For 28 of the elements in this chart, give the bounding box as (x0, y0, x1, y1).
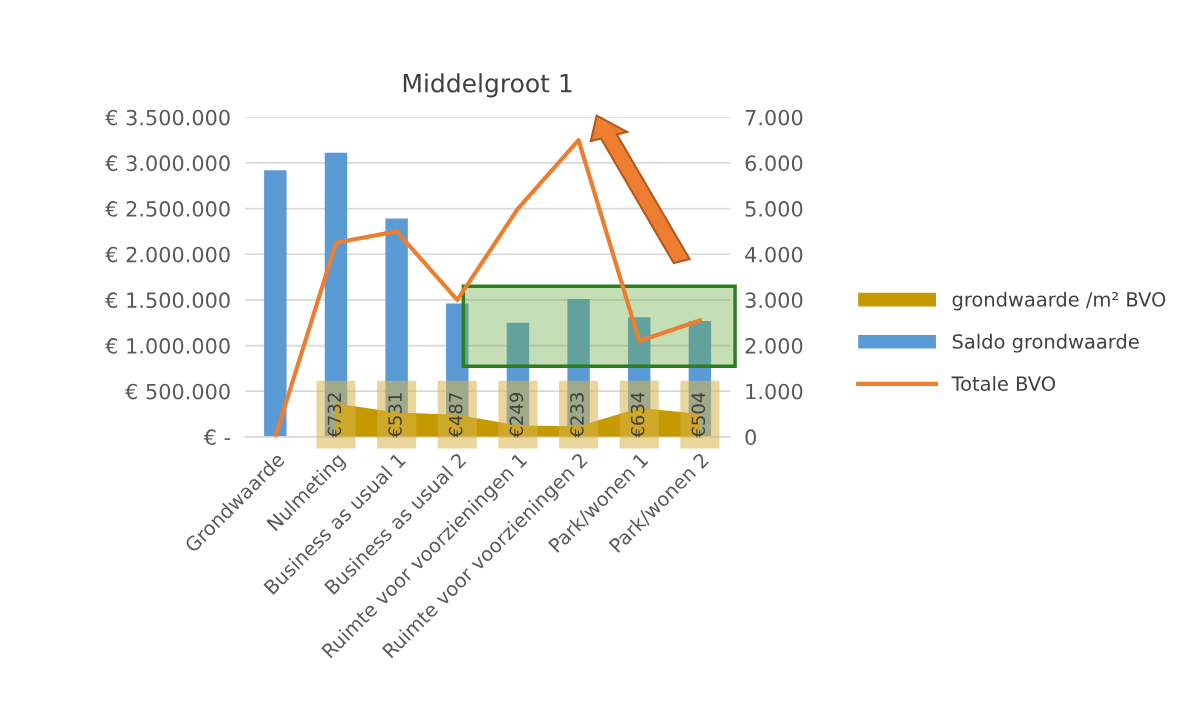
data-label: €634 (630, 392, 645, 438)
y-tick-label: € 500.000 (125, 383, 230, 400)
y-tick-label: € 3.500.000 (105, 109, 230, 126)
y-tick-label: € 1.000.000 (105, 338, 230, 354)
y2-tick-label: 0 (745, 429, 756, 446)
y-tick-label: € 1.500.000 (105, 292, 230, 309)
y2-tick-label: 3.000 (745, 292, 803, 309)
data-label: €487 (448, 393, 463, 438)
y-tick-label: € 2.000.000 (105, 246, 230, 263)
y2-tick-label: 4.000 (745, 246, 803, 263)
y-tick-label: € - (203, 429, 231, 446)
y-tick-label: € 3.000.000 (105, 155, 230, 172)
y2-tick-label: 1.000 (746, 383, 803, 400)
y2-tick-label: 2.000 (745, 338, 803, 354)
legend-label: grondwaarde /m² BVO (952, 291, 1166, 311)
chart-title: Middelgroot 1 (403, 73, 572, 98)
legend-label: Totale BVO (951, 375, 1055, 391)
data-label: €504 (691, 392, 706, 438)
data-label: €233 (570, 393, 584, 438)
y2-tick-label: 6.000 (745, 155, 803, 172)
legend-label: Saldo grondwaarde (952, 333, 1139, 353)
data-label: €531 (388, 393, 402, 438)
bar (264, 170, 287, 437)
y-tick-label: € 2.500.000 (105, 201, 230, 217)
y2-tick-label: 7.000 (745, 109, 803, 126)
data-label: €732 (327, 393, 342, 438)
data-label: €249 (509, 392, 524, 438)
y2-tick-label: 5.000 (745, 201, 803, 217)
